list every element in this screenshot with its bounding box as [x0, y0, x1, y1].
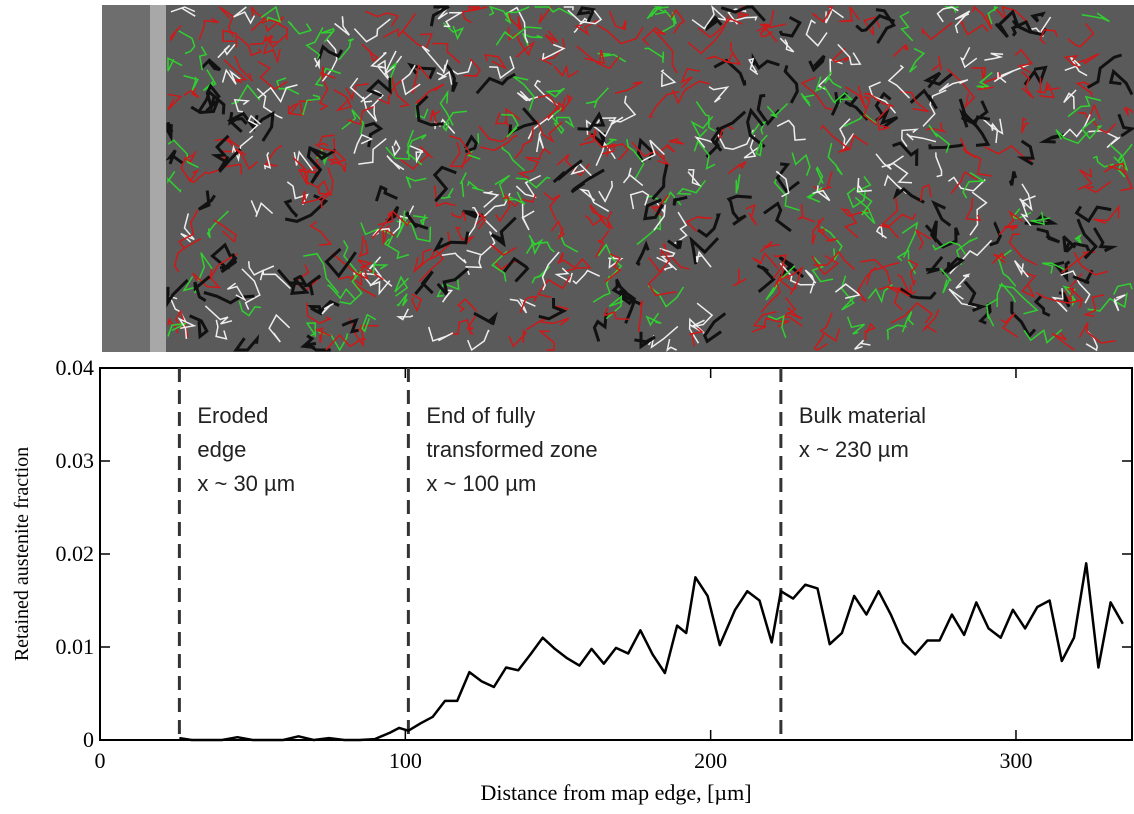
annotation: edge: [197, 437, 246, 462]
annotation: transformed zone: [426, 437, 597, 462]
x-axis-label: Distance from map edge, [µm]: [480, 780, 751, 805]
page: {"chart_data": {"type": "line", "x_label…: [0, 0, 1134, 814]
y-axis-label: Retained austenite fraction: [11, 447, 33, 661]
figure: Distance from map edge, [µm] Retained au…: [0, 0, 1134, 814]
annotation: x ~ 230 µm: [799, 437, 909, 462]
x-tick-label: 0: [95, 748, 106, 773]
annotation: Eroded: [197, 403, 268, 428]
x-tick-label: 200: [694, 748, 727, 773]
y-tick-label: 0.04: [56, 355, 95, 380]
annotation: x ~ 100 µm: [426, 471, 536, 496]
micrograph-edge: [102, 5, 150, 352]
annotation: x ~ 30 µm: [197, 471, 295, 496]
annotation: Bulk material: [799, 403, 926, 428]
y-tick-label: 0.02: [56, 541, 95, 566]
micrograph: [102, 5, 1134, 352]
x-tick-label: 100: [389, 748, 422, 773]
micrograph-edge-bright: [150, 5, 166, 352]
y-tick-label: 0.01: [56, 634, 95, 659]
data-line: [179, 563, 1122, 740]
y-tick-label: 0: [83, 727, 94, 752]
micrograph-texture: [168, 123, 172, 137]
y-tick-label: 0.03: [56, 448, 95, 473]
annotation: End of fully: [426, 403, 535, 428]
x-tick-label: 300: [999, 748, 1032, 773]
